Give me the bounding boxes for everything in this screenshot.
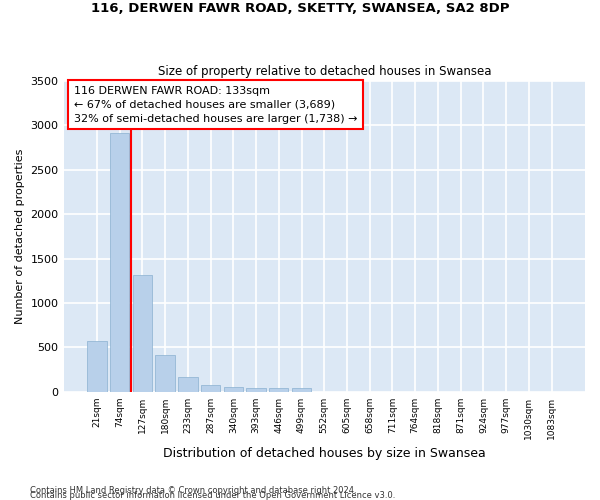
Bar [110,132,130,392]
Bar [178,377,197,392]
Text: Contains HM Land Registry data © Crown copyright and database right 2024.: Contains HM Land Registry data © Crown c… [30,486,356,495]
X-axis label: Distribution of detached houses by size in Swansea: Distribution of detached houses by size … [163,447,485,460]
Text: Contains public sector information licensed under the Open Government Licence v3: Contains public sector information licen… [30,490,395,500]
Bar [155,355,175,392]
Bar [224,387,243,392]
Bar [247,388,266,392]
Title: Size of property relative to detached houses in Swansea: Size of property relative to detached ho… [158,66,491,78]
Bar [87,340,107,392]
Bar [133,276,152,392]
Text: 116, DERWEN FAWR ROAD, SKETTY, SWANSEA, SA2 8DP: 116, DERWEN FAWR ROAD, SKETTY, SWANSEA, … [91,2,509,16]
Bar [292,388,311,392]
Bar [269,388,289,392]
Bar [201,385,220,392]
Text: 116 DERWEN FAWR ROAD: 133sqm
← 67% of detached houses are smaller (3,689)
32% of: 116 DERWEN FAWR ROAD: 133sqm ← 67% of de… [74,86,358,124]
Y-axis label: Number of detached properties: Number of detached properties [15,148,25,324]
